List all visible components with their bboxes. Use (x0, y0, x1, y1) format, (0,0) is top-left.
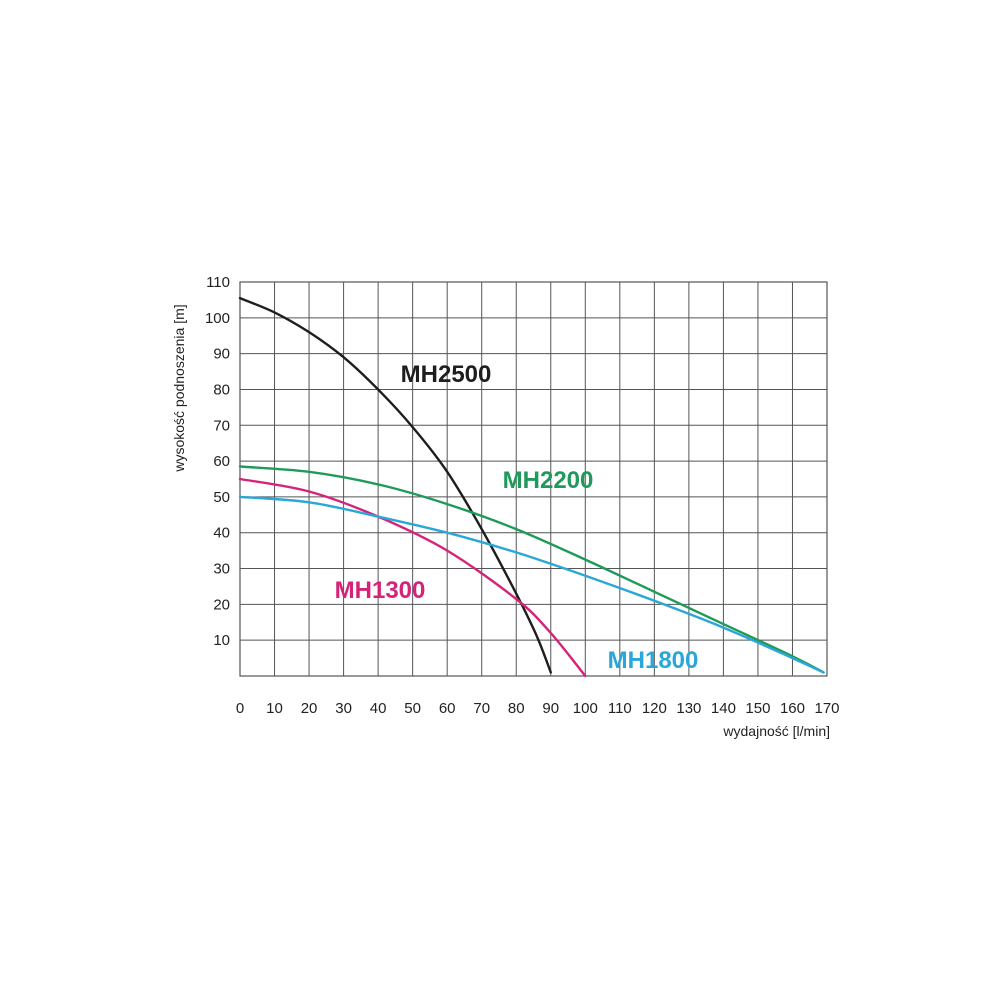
series-label-mh2500: MH2500 (401, 361, 492, 388)
y-tick-label: 100 (205, 310, 230, 327)
x-tick-label: 120 (642, 700, 667, 717)
series-line-mh2200 (238, 465, 825, 674)
y-tick-label: 20 (213, 596, 230, 613)
x-tick-label: 80 (508, 700, 525, 717)
series-line-mh2500 (238, 296, 552, 674)
x-tick-label: 110 (608, 700, 632, 717)
x-tick-label: 140 (711, 700, 736, 717)
x-axis-title: wydajność [l/min] (722, 723, 830, 739)
series-line-mh1800 (238, 495, 825, 674)
x-tick-label: 50 (404, 700, 421, 717)
x-tick-label: 10 (266, 700, 283, 717)
y-tick-label: 50 (213, 489, 230, 506)
x-tick-label: 130 (676, 700, 701, 717)
y-tick-label: 110 (206, 274, 230, 291)
y-axis-title: wysokość podnoszenia [m] (171, 304, 187, 472)
y-tick-label: 40 (213, 525, 230, 542)
y-tick-label: 30 (213, 561, 230, 578)
x-tick-label: 170 (814, 700, 839, 717)
x-tick-label: 40 (370, 700, 387, 717)
y-tick-label: 10 (213, 632, 230, 649)
x-tick-label: 30 (335, 700, 352, 717)
x-tick-label: 160 (780, 700, 805, 717)
series-label-mh1800: MH1800 (608, 647, 699, 674)
y-tick-label: 70 (213, 417, 230, 434)
x-tick-label: 60 (439, 700, 456, 717)
series-lines (238, 296, 825, 678)
y-tick-label: 90 (213, 346, 230, 363)
x-tick-label: 150 (745, 700, 770, 717)
series-labels: MH2500 MH2200 MH1300 MH1800 (335, 361, 699, 674)
y-tick-label: 60 (213, 453, 230, 470)
series-line-mh1300 (238, 477, 587, 678)
y-tick-label: 80 (213, 381, 230, 398)
x-tick-label: 70 (473, 700, 490, 717)
x-tick-label: 90 (542, 700, 559, 717)
x-tick-label: 100 (573, 700, 598, 717)
grid (240, 282, 827, 676)
x-tick-label: 0 (236, 700, 244, 717)
series-label-mh2200: MH2200 (503, 467, 594, 494)
x-tick-label: 20 (301, 700, 318, 717)
y-tick-labels: 10 20 30 40 50 60 70 80 90 100 110 (205, 274, 230, 649)
x-tick-labels: 0 10 20 30 40 50 60 70 80 90 100 110 120 130 140 150 160… (236, 700, 840, 717)
series-label-mh1300: MH1300 (335, 577, 426, 604)
